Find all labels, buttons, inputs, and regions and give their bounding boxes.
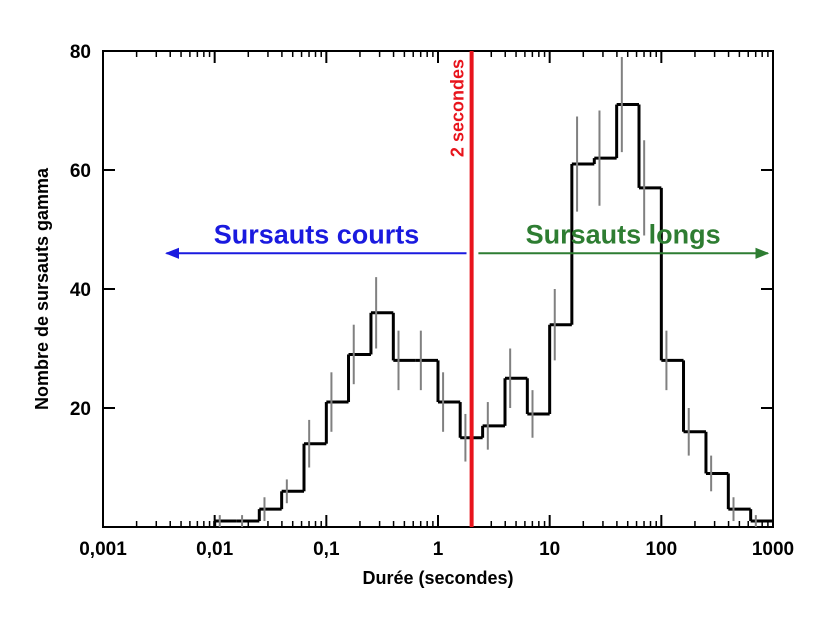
x-tick-label: 1 — [433, 539, 444, 560]
x-tick-label: 0,1 — [313, 539, 340, 560]
y-tick-label: 40 — [70, 280, 91, 301]
threshold-label: 2 secondes — [448, 59, 468, 157]
y-tick-label: 80 — [70, 42, 91, 63]
x-tick-label: 100 — [645, 539, 677, 560]
y-axis-label: Nombre de sursauts gamma — [32, 167, 52, 410]
arrow-label: Sursauts courts — [214, 219, 420, 249]
plot-frame — [102, 50, 774, 528]
y-tick-label: 20 — [70, 399, 91, 420]
x-tick-label: 0,001 — [79, 539, 127, 560]
x-tick-label: 10 — [539, 539, 560, 560]
x-tick-label: 0,01 — [196, 539, 233, 560]
x-axis-label: Durée (secondes) — [362, 568, 513, 588]
y-tick-label: 60 — [70, 161, 91, 182]
arrow-label: Sursauts longs — [526, 219, 721, 249]
x-tick-label: 1000 — [752, 539, 794, 560]
